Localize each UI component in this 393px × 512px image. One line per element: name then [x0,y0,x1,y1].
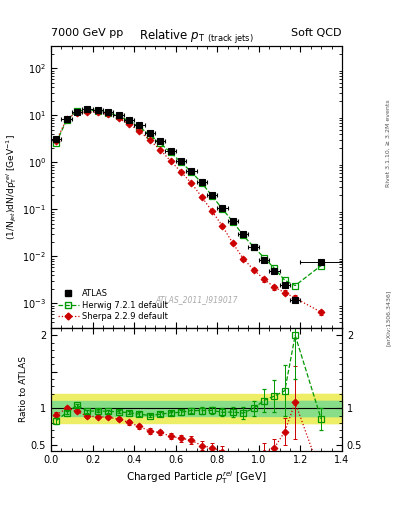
Title: Relative $p_\mathrm{T}$ $\mathregular{_{(track\ jets)}}$: Relative $p_\mathrm{T}$ $\mathregular{_{… [139,28,254,46]
Legend: ATLAS, Herwig 7.2.1 default, Sherpa 2.2.9 default: ATLAS, Herwig 7.2.1 default, Sherpa 2.2.… [55,287,170,324]
Text: 7000 GeV pp: 7000 GeV pp [51,28,123,38]
Y-axis label: Ratio to ATLAS: Ratio to ATLAS [19,356,28,422]
X-axis label: Charged Particle $p_{\mathrm{T}}^{rel}$ [GeV]: Charged Particle $p_{\mathrm{T}}^{rel}$ … [126,470,267,486]
Bar [300,394,342,423]
Bar [51,401,342,416]
Text: ATLAS_2011_I919017: ATLAS_2011_I919017 [155,295,238,304]
Text: [arXiv:1306.3436]: [arXiv:1306.3436] [386,289,391,346]
Text: Soft QCD: Soft QCD [292,28,342,38]
Bar [300,401,342,416]
Bar [51,394,342,423]
Y-axis label: (1/N$_{jet}$)dN/dp$_{\mathrm{T}}^{rel}$ [GeV$^{-1}$]: (1/N$_{jet}$)dN/dp$_{\mathrm{T}}^{rel}$ … [5,134,20,240]
Text: Rivet 3.1.10, ≥ 3.2M events: Rivet 3.1.10, ≥ 3.2M events [386,99,391,187]
